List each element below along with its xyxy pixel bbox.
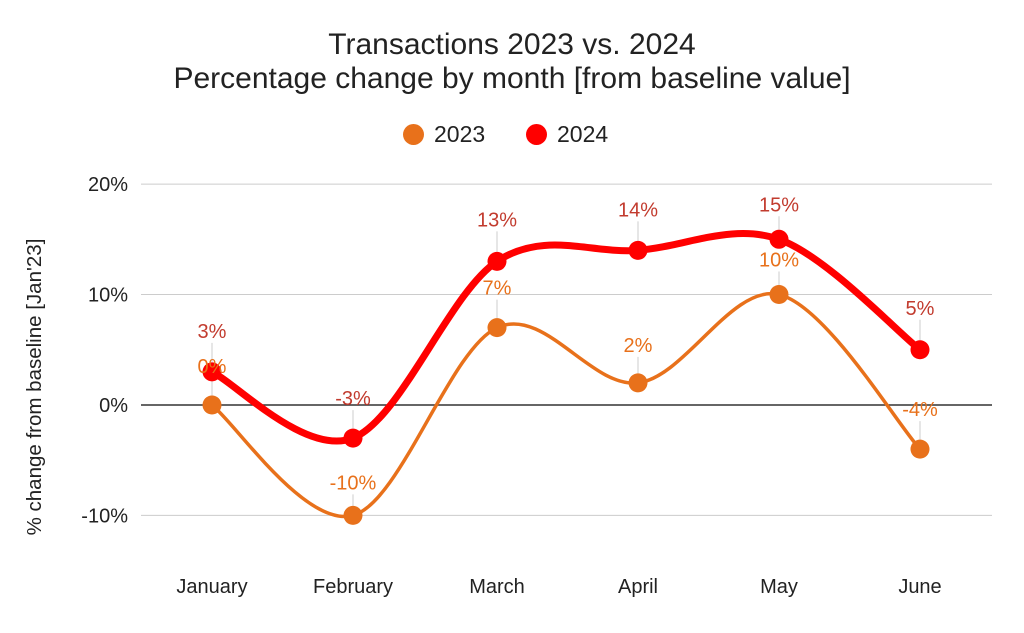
svg-text:-4%: -4% <box>902 399 938 421</box>
svg-text:% change from baseline [Jan'23: % change from baseline [Jan'23] <box>23 239 46 536</box>
svg-text:10%: 10% <box>88 285 128 307</box>
svg-text:0%: 0% <box>99 395 128 417</box>
svg-text:-10%: -10% <box>81 505 128 527</box>
svg-text:February: February <box>313 576 393 598</box>
svg-text:March: March <box>469 576 525 598</box>
svg-text:10%: 10% <box>759 250 799 272</box>
svg-text:June: June <box>898 576 941 598</box>
svg-text:5%: 5% <box>906 298 935 320</box>
svg-text:April: April <box>618 576 658 598</box>
svg-text:14%: 14% <box>618 199 658 221</box>
svg-text:13%: 13% <box>477 209 517 231</box>
svg-text:January: January <box>176 576 247 598</box>
svg-text:3%: 3% <box>198 321 227 343</box>
svg-text:20%: 20% <box>88 174 128 196</box>
svg-text:7%: 7% <box>483 278 512 300</box>
svg-text:-10%: -10% <box>330 472 377 494</box>
svg-text:May: May <box>760 576 798 598</box>
svg-text:2%: 2% <box>624 335 653 357</box>
svg-text:-3%: -3% <box>335 388 371 410</box>
svg-text:15%: 15% <box>759 194 799 216</box>
svg-text:0%: 0% <box>198 356 227 378</box>
